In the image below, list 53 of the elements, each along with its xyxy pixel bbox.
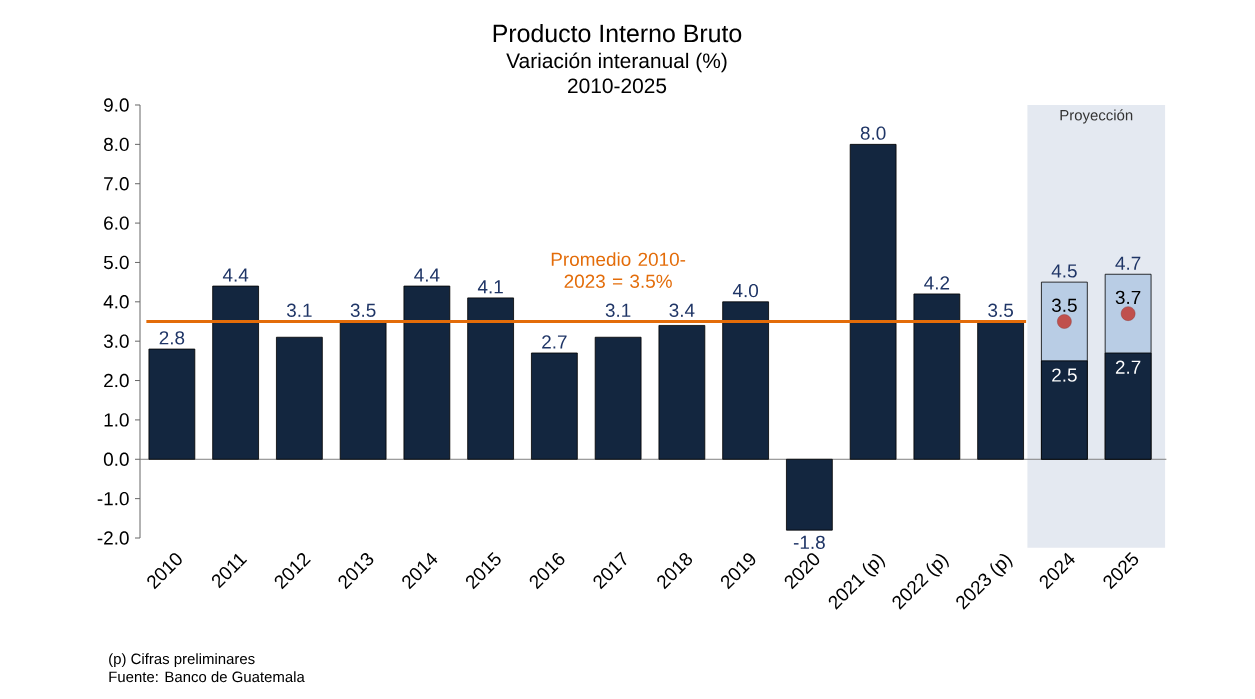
chart-title: Producto Interno Bruto — [493, 23, 742, 43]
data-label: 3.1 — [605, 303, 631, 317]
data-label: 4.1 — [477, 280, 503, 294]
data-label: 3.5 — [988, 303, 1013, 317]
bar — [658, 325, 706, 460]
data-label: 4.7 — [1115, 256, 1141, 270]
bar — [786, 458, 833, 531]
y-tick-label: 6.0 — [104, 216, 129, 230]
chart-subtitle: Variación interanual (%) — [506, 52, 727, 73]
data-label: 4.0 — [732, 283, 759, 298]
y-tick-label: 9.0 — [104, 98, 129, 112]
bar — [467, 297, 514, 460]
y-tick-label: -1.0 — [97, 491, 129, 506]
y-tick-label: 1.0 — [104, 413, 129, 427]
source-note: Fuente: Banco de Guatemala — [109, 671, 305, 683]
data-label: 4.2 — [924, 276, 950, 290]
data-label: -1.8 — [793, 535, 825, 550]
data-label: 3.7 — [1115, 290, 1141, 305]
data-label: 3.4 — [669, 303, 695, 317]
bar — [594, 336, 642, 460]
text: (p) Cifras preliminares — [109, 653, 255, 668]
y-tick-label: -2.0 — [97, 531, 129, 545]
y-tick-label: 3.0 — [103, 334, 129, 348]
bar — [339, 321, 387, 460]
data-label: 3.1 — [286, 303, 312, 317]
ref-line-label: Promedio 2010-2023 = 3.5% — [551, 252, 686, 288]
data-label: 8.0 — [860, 126, 886, 140]
data-label: 3.5 — [350, 303, 376, 317]
data-label: 2.8 — [159, 331, 185, 345]
bar — [148, 348, 196, 460]
data-label: 4.4 — [414, 268, 440, 282]
data-label: 4.5 — [1051, 264, 1077, 278]
y-tick-label: 5.0 — [103, 255, 129, 270]
data-label: 2.7 — [542, 335, 567, 349]
text: 2010-2025 — [568, 78, 667, 94]
band-label: Proyección — [1060, 109, 1133, 124]
bar — [403, 285, 451, 460]
y-tick-label: 0.0 — [103, 452, 129, 466]
data-label: 4.4 — [222, 268, 249, 282]
bar — [212, 285, 259, 460]
y-tick-label: 8.0 — [104, 137, 129, 152]
bar — [276, 336, 323, 460]
y-tick-label: 2.0 — [104, 373, 129, 388]
data-label: 2.5 — [1052, 368, 1077, 382]
data-label: 2.7 — [1115, 360, 1141, 374]
bar — [531, 352, 578, 460]
y-tick-label: 4.0 — [103, 295, 129, 309]
data-label: 3.5 — [1051, 298, 1077, 312]
y-tick-label: 7.0 — [104, 177, 129, 191]
bar — [722, 301, 769, 460]
bar — [913, 293, 961, 460]
bar — [977, 321, 1024, 460]
bar — [849, 143, 897, 460]
